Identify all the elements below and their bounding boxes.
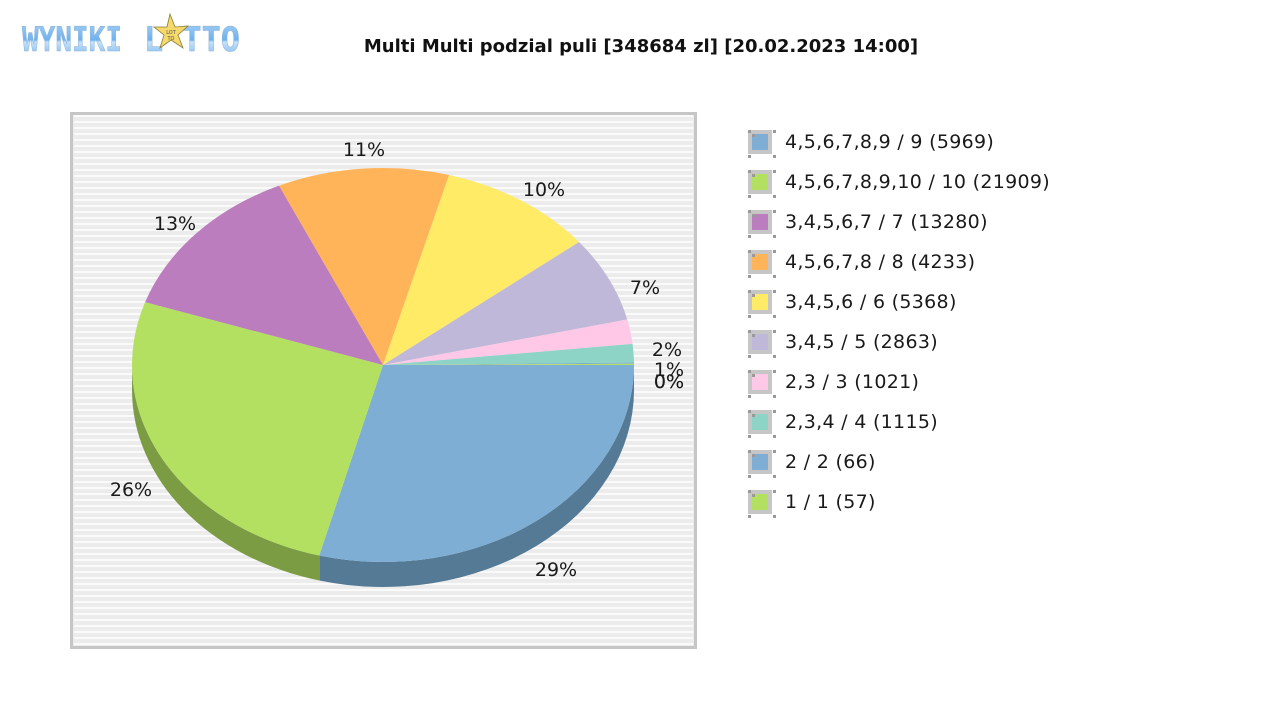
chart-legend: 4,5,6,7,8,9 / 9 (5969) 4,5,6,7,8,9,10 / 1… [748, 122, 1050, 522]
legend-item: 2,3 / 3 (1021) [748, 362, 1050, 402]
svg-text:WYNIKI: WYNIKI [22, 20, 122, 60]
slice-percent-label: 29% [535, 559, 577, 581]
pie-slice-8[interactable] [383, 343, 634, 365]
pie-slice-side [319, 365, 635, 588]
legend-swatch [748, 370, 772, 394]
legend-swatch [748, 410, 772, 434]
legend-item: 4,5,6,7,8 / 8 (4233) [748, 242, 1050, 282]
slice-percent-label: 1% [654, 359, 684, 381]
slice-percent-label: 10% [523, 179, 565, 201]
legend-item: 4,5,6,7,8,9,10 / 10 (21909) [748, 162, 1050, 202]
legend-item: 4,5,6,7,8,9 / 9 (5969) [748, 122, 1050, 162]
legend-swatch [748, 210, 772, 234]
legend-label: 4,5,6,7,8 / 8 (4233) [785, 251, 976, 273]
pie-slice-1[interactable] [319, 365, 634, 563]
legend-label: 4,5,6,7,8,9 / 9 (5969) [785, 131, 995, 153]
legend-item: 2 / 2 (66) [748, 442, 1050, 482]
legend-label: 2,3 / 3 (1021) [785, 371, 920, 393]
pie-slice-4[interactable] [279, 167, 450, 365]
pie-slice-5[interactable] [383, 174, 580, 365]
svg-text:LOT: LOT [166, 30, 177, 36]
legend-swatch [748, 250, 772, 274]
pie-slice-6[interactable] [383, 241, 628, 365]
slice-percent-label: 0% [654, 371, 684, 393]
legend-item: 1 / 1 (57) [748, 482, 1050, 522]
pie-slice-3[interactable] [145, 185, 383, 365]
slice-percent-label: 11% [343, 139, 385, 161]
legend-label: 3,4,5 / 5 (2863) [785, 331, 938, 353]
slice-percent-label: 26% [110, 479, 152, 501]
legend-swatch [748, 130, 772, 154]
legend-swatch [748, 450, 772, 474]
legend-swatch [748, 330, 772, 354]
legend-label: 4,5,6,7,8,9,10 / 10 (21909) [785, 171, 1051, 193]
legend-swatch [748, 490, 772, 514]
legend-label: 2,3,4 / 4 (1115) [785, 411, 938, 433]
pie-slice-10[interactable] [383, 363, 634, 365]
legend-item: 3,4,5,6 / 6 (5368) [748, 282, 1050, 322]
pie-slice-9[interactable] [383, 362, 634, 365]
legend-label: 2 / 2 (66) [785, 451, 876, 473]
slice-percent-label: 0% [654, 371, 684, 393]
pie-slice-7[interactable] [383, 319, 633, 365]
legend-label: 3,4,5,6,7 / 7 (13280) [785, 211, 988, 233]
slice-percent-label: 2% [652, 339, 682, 361]
wyniki-lotto-logo: WYNIKI L TTO LOT TO [20, 10, 242, 60]
slice-percent-label: 13% [154, 213, 196, 235]
slice-percent-label: 7% [630, 277, 660, 299]
legend-label: 1 / 1 (57) [785, 491, 876, 513]
pie-slice-side [132, 365, 320, 581]
svg-text:TO: TO [167, 36, 175, 42]
legend-swatch [748, 170, 772, 194]
star-icon: LOT TO [152, 12, 190, 50]
pie-slice-2[interactable] [131, 302, 383, 556]
legend-item: 3,4,5 / 5 (2863) [748, 322, 1050, 362]
legend-label: 3,4,5,6 / 6 (5368) [785, 291, 957, 313]
legend-item: 2,3,4 / 4 (1115) [748, 402, 1050, 442]
legend-item: 3,4,5,6,7 / 7 (13280) [748, 202, 1050, 242]
chart-title: Multi Multi podzial puli [348684 zl] [20… [363, 36, 919, 57]
logo-graphic: WYNIKI L TTO LOT TO [22, 12, 240, 60]
legend-swatch [748, 290, 772, 314]
